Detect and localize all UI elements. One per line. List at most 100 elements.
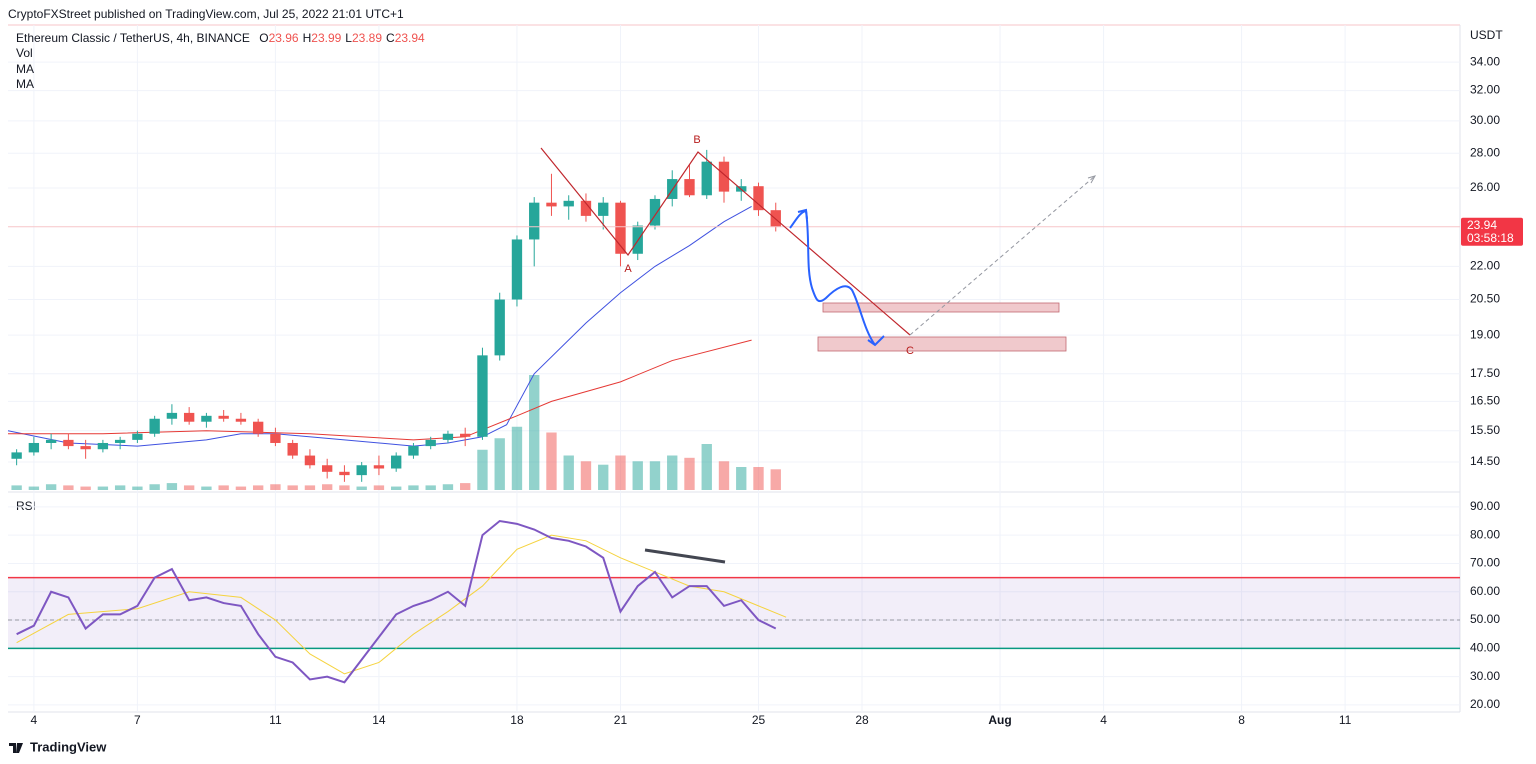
- volume-bar: [11, 485, 22, 490]
- candle-body: [97, 442, 109, 450]
- rsi-line: [16, 534, 787, 675]
- projected-path: [789, 209, 876, 346]
- volume-bar: [80, 486, 91, 490]
- y-tick-label: 22.00: [1470, 259, 1500, 273]
- y-tick-label: 14.50: [1470, 454, 1500, 468]
- x-tick-label: 4: [31, 713, 38, 727]
- candle-body: [477, 355, 488, 437]
- volume-bar: [477, 449, 488, 490]
- y-tick-label: 34.00: [1470, 54, 1500, 68]
- indicator: Vol: [16, 46, 33, 60]
- volume-bar: [753, 467, 764, 490]
- axis-title: USDT: [1470, 28, 1503, 42]
- y-tick-label: 90.00: [1470, 499, 1500, 513]
- volume-bar: [97, 486, 109, 490]
- x-tick-label: 4: [1100, 713, 1107, 727]
- candle-body: [580, 200, 592, 216]
- x-tick-label: 21: [614, 713, 628, 727]
- y-tick-label: 80.00: [1470, 527, 1500, 541]
- x-tick-label: 28: [855, 713, 869, 727]
- volume-bar: [356, 486, 367, 490]
- y-tick-label: 17.50: [1470, 366, 1500, 380]
- candle-body: [183, 412, 195, 422]
- ohlc-value: 23.99: [311, 31, 342, 45]
- y-tick-label: 60.00: [1470, 584, 1500, 598]
- indicator-list: Vol MA MA: [16, 46, 34, 93]
- candle-body: [546, 202, 557, 207]
- volume-bar: [511, 426, 523, 490]
- candle-body: [149, 418, 160, 434]
- volume-bar: [149, 484, 160, 490]
- candle-body: [322, 465, 333, 472]
- annotation: B: [693, 134, 700, 146]
- ohlc-value: 23.89: [351, 31, 383, 45]
- candle-body: [408, 446, 419, 456]
- ohlc-label: O: [259, 31, 269, 45]
- candle-body: [114, 439, 126, 443]
- zone: [817, 336, 1067, 352]
- volume-bar: [270, 484, 281, 490]
- candle-body: [649, 198, 661, 226]
- candle-body: [701, 161, 712, 196]
- symbol-title: Ethereum Classic / TetherUS, 4h, BINANCE: [16, 31, 250, 45]
- ohlc-label: L: [345, 31, 352, 45]
- y-tick-label: 20.00: [1470, 697, 1500, 711]
- volume-bar: [322, 484, 333, 490]
- volume-bar: [287, 485, 298, 490]
- indicator: MA: [16, 61, 34, 76]
- x-tick-label: 7: [134, 713, 141, 727]
- candle-body: [718, 161, 730, 192]
- header: CryptoFXStreet published on TradingView.…: [8, 7, 404, 21]
- volume-bar: [442, 484, 454, 490]
- x-tick-label: 8: [1238, 713, 1245, 727]
- candle-body: [442, 433, 454, 440]
- volume-bar: [218, 485, 229, 490]
- y-tick-label: 70.00: [1470, 556, 1500, 570]
- ohlc-value: 23.96: [268, 31, 299, 45]
- volume-bar: [460, 483, 471, 490]
- y-tick-label: 30.00: [1470, 113, 1500, 127]
- candle-body: [218, 415, 229, 419]
- candle-body: [201, 415, 212, 422]
- candle-body: [598, 202, 609, 216]
- volume-bar: [183, 485, 195, 490]
- candle-body: [252, 421, 264, 434]
- candle-body: [753, 186, 764, 211]
- candle-body: [460, 433, 471, 437]
- x-tick-label: 14: [372, 713, 386, 727]
- candle-body: [28, 442, 40, 453]
- candle-body: [287, 442, 298, 456]
- volume-bar: [373, 485, 385, 490]
- y-tick-label: 15.50: [1470, 423, 1500, 437]
- legend: Ethereum Classic / TetherUS, 4h, BINANCE…: [16, 31, 425, 45]
- candle-body: [339, 471, 350, 476]
- candle-body: [270, 433, 281, 443]
- candle-body: [615, 202, 626, 254]
- volume-bar: [63, 485, 74, 490]
- volume-bar: [304, 485, 316, 490]
- volume-bar: [701, 444, 712, 490]
- trendline: [540, 147, 911, 336]
- volume-bar: [201, 486, 212, 490]
- y-tick-label: 32.00: [1470, 83, 1500, 97]
- y-tick-label: 30.00: [1470, 669, 1500, 683]
- candle-body: [80, 446, 91, 450]
- grid: [8, 25, 1460, 712]
- volume-bar: [425, 485, 436, 490]
- volume-bar: [736, 467, 747, 490]
- brand: TradingView: [30, 739, 107, 754]
- ohlc-value: 23.94: [394, 31, 425, 45]
- candle-body: [425, 439, 436, 447]
- volume-bar: [28, 486, 40, 490]
- drawings: A B C: [540, 134, 1097, 564]
- candle-body: [356, 465, 367, 476]
- volume-bar: [408, 485, 419, 490]
- candle-body: [529, 202, 540, 240]
- arrow-head: [797, 208, 808, 220]
- candle-body: [304, 455, 316, 466]
- annotation: C: [906, 345, 914, 357]
- volume-bar: [598, 464, 609, 490]
- candle-body: [235, 418, 247, 422]
- y-tick-label: 28.00: [1470, 145, 1500, 159]
